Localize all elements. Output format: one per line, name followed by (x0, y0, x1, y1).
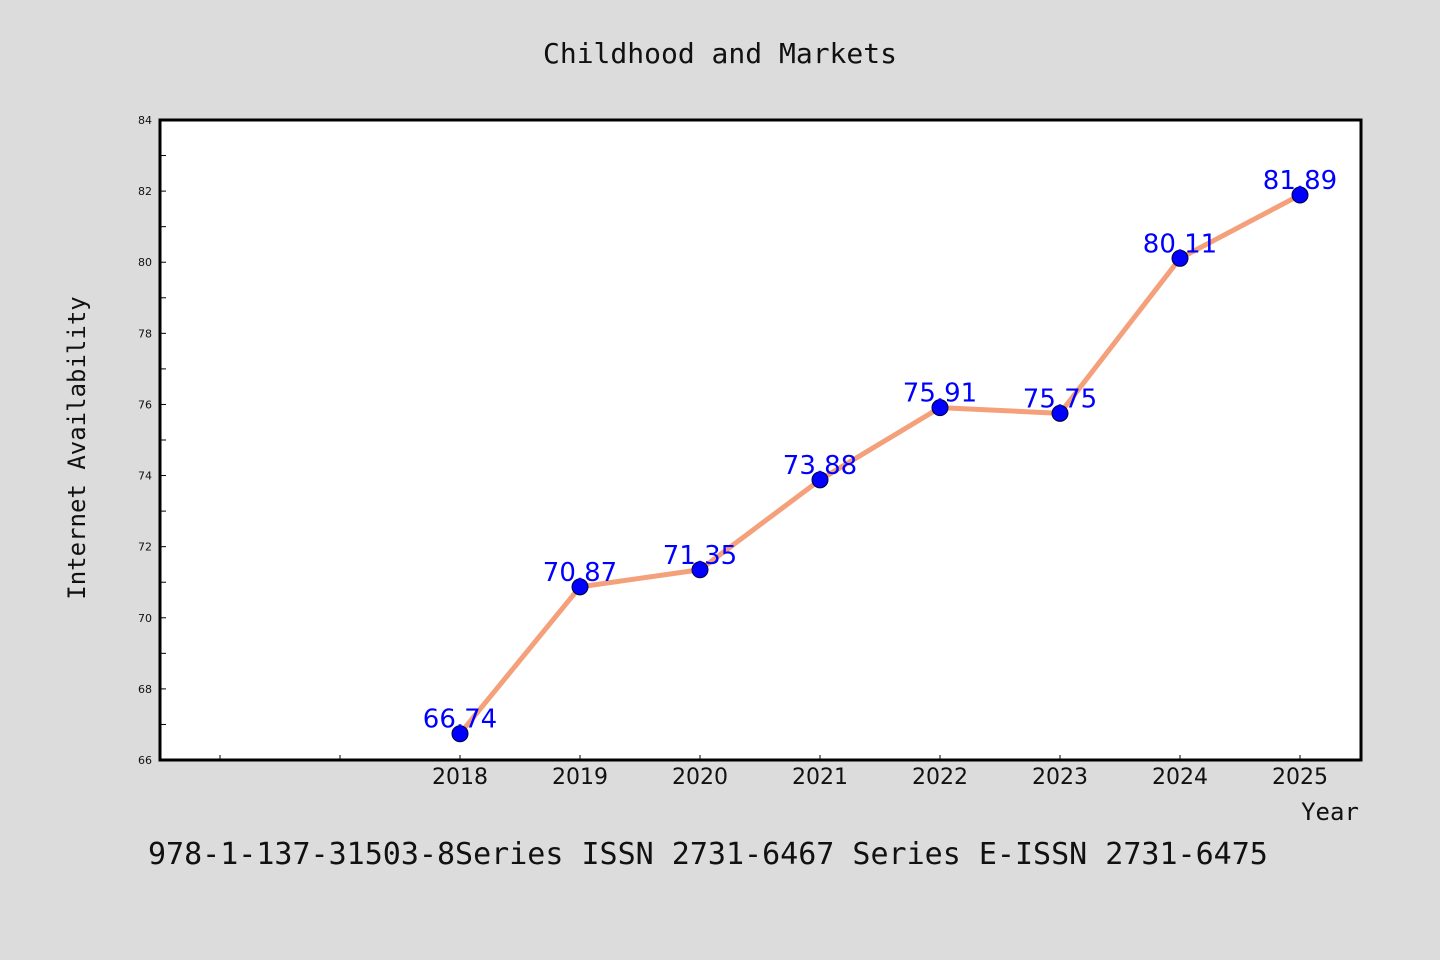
x-tick-label: 2020 (672, 765, 728, 790)
x-tick-label: 2023 (1032, 765, 1088, 790)
data-label: 75.91 (903, 379, 977, 409)
x-axis: 2018 2019 2020 2021 2022 2023 2024 2025 (219, 755, 1328, 790)
y-tick-label: 74 (138, 470, 152, 483)
x-tick-label: 2019 (552, 765, 608, 790)
data-label: 71.35 (663, 541, 737, 571)
x-tick-label: 2018 (432, 765, 488, 790)
y-axis-label: Internet Availability (63, 296, 91, 599)
data-point-marker (571, 578, 589, 596)
data-label: 66.74 (423, 705, 497, 735)
data-label: 70.87 (543, 558, 617, 588)
data-label: 73.88 (783, 451, 857, 481)
x-tick-label: 2024 (1152, 765, 1208, 790)
data-point-marker (691, 561, 709, 579)
plot-area (158, 118, 1363, 762)
y-tick-label: 72 (138, 541, 152, 554)
chart-title: Childhood and Markets (543, 37, 897, 70)
y-tick-label: 68 (138, 683, 152, 696)
data-point-marker (1051, 404, 1069, 422)
data-labels: 66.74 70.87 71.35 73.88 75.91 75.75 80.11 81.89 (423, 166, 1337, 735)
y-tick-label: 82 (138, 185, 152, 198)
data-point-marker (1171, 249, 1189, 267)
data-point-marker (811, 471, 829, 489)
x-tick-label: 2021 (792, 765, 848, 790)
footer-isbn-issn: 978-1-137-31503-8Series ISSN 2731-6467 S… (148, 837, 1268, 872)
y-axis: 66 68 70 72 74 76 78 80 82 84 (138, 114, 166, 767)
x-tick-label: 2022 (912, 765, 968, 790)
data-point-marker (451, 725, 469, 743)
data-point-marker (1291, 186, 1309, 204)
data-label: 81.89 (1263, 166, 1337, 196)
y-tick-label: 80 (138, 256, 152, 269)
data-label: 80.11 (1143, 229, 1217, 259)
data-label: 75.75 (1023, 384, 1097, 414)
y-tick-label: 76 (138, 398, 152, 411)
y-tick-label: 70 (138, 612, 152, 625)
y-tick-label: 84 (138, 114, 152, 127)
y-tick-label: 78 (138, 327, 152, 340)
x-tick-label: 2025 (1272, 765, 1328, 790)
x-axis-label: Year (1301, 798, 1359, 826)
series-line (457, 192, 1303, 737)
data-point-marker (931, 399, 949, 417)
series-layer (451, 186, 1309, 743)
y-tick-label: 66 (138, 754, 152, 767)
